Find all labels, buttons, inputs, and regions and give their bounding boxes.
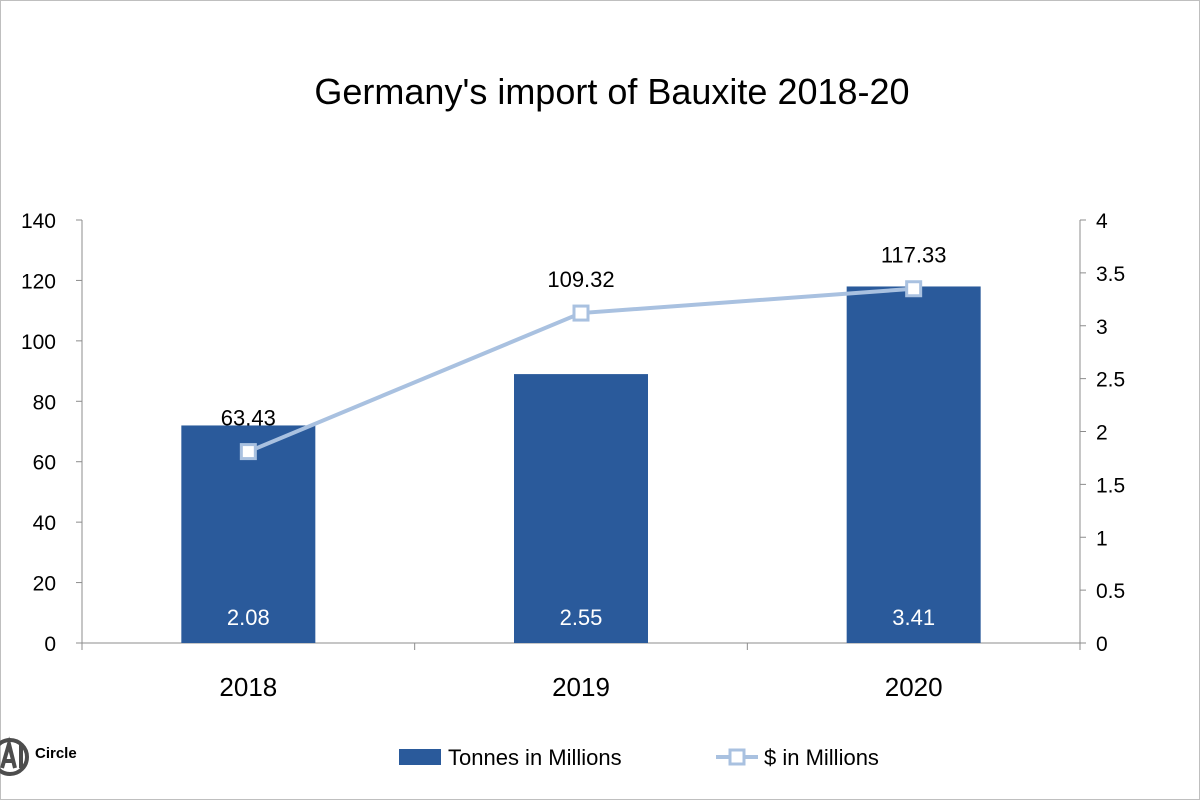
legend-label-dollars: $ in Millions	[764, 745, 879, 770]
y-left-tick-label: 120	[21, 270, 56, 293]
x-tick-label: 2020	[885, 672, 943, 702]
legend: Tonnes in Millions $ in Millions	[399, 745, 879, 770]
bar-data-label: 3.41	[892, 605, 935, 630]
legend-label-tonnes: Tonnes in Millions	[448, 745, 622, 770]
y-right-tick-label: 3	[1096, 316, 1108, 339]
y-right-tick-label: 3.5	[1096, 263, 1125, 286]
y-left-tick-label: 20	[33, 573, 56, 596]
axes: 0 20 40 60 80 100 120 140 0 0.5 1 1.5 2 2.5 3 3.5 4 2018 2…	[21, 210, 1125, 702]
y-left-tick-label: 140	[21, 210, 56, 233]
y-left-tick-label: 80	[33, 391, 56, 414]
line-data-label: 109.32	[547, 267, 614, 292]
x-tick-label: 2019	[552, 672, 610, 702]
legend-swatch-tonnes	[399, 749, 441, 765]
chart-title: Germany's import of Bauxite 2018-20	[314, 71, 909, 112]
y-right-tick-label: 0.5	[1096, 580, 1125, 603]
bar	[514, 374, 648, 643]
logo-mark-icon	[0, 736, 23, 769]
bar-data-label: 2.55	[560, 605, 603, 630]
data-labels: 2.08 2.55 3.41 63.43 109.32 117.33	[221, 243, 947, 630]
line-point	[905, 280, 923, 298]
bar-series	[181, 286, 981, 643]
x-tick-label: 2018	[219, 672, 277, 702]
bar	[846, 286, 981, 643]
line-point	[239, 443, 257, 461]
y-right-tick-label: 1	[1096, 527, 1108, 550]
circle-logo: Circle	[0, 736, 77, 776]
y-right-tick-label: 1.5	[1096, 474, 1125, 497]
line-data-label: 63.43	[221, 406, 276, 431]
line-point	[572, 304, 590, 322]
y-right-tick-label: 0	[1096, 633, 1108, 656]
bar	[181, 425, 316, 643]
y-left-tick-label: 100	[21, 331, 56, 354]
logo-text: Circle	[35, 745, 77, 762]
y-right-tick-label: 2.5	[1096, 369, 1125, 392]
y-left-tick-label: 0	[44, 633, 56, 656]
y-left-tick-label: 60	[33, 452, 56, 475]
y-right-tick-label: 2	[1096, 422, 1108, 445]
y-right-tick-label: 4	[1096, 210, 1108, 233]
y-left-tick-label: 40	[33, 512, 56, 535]
line-data-label: 117.33	[881, 243, 947, 268]
legend-swatch-dollars-marker	[728, 748, 746, 766]
bar-data-label: 2.08	[227, 605, 270, 630]
line-series	[239, 280, 923, 461]
